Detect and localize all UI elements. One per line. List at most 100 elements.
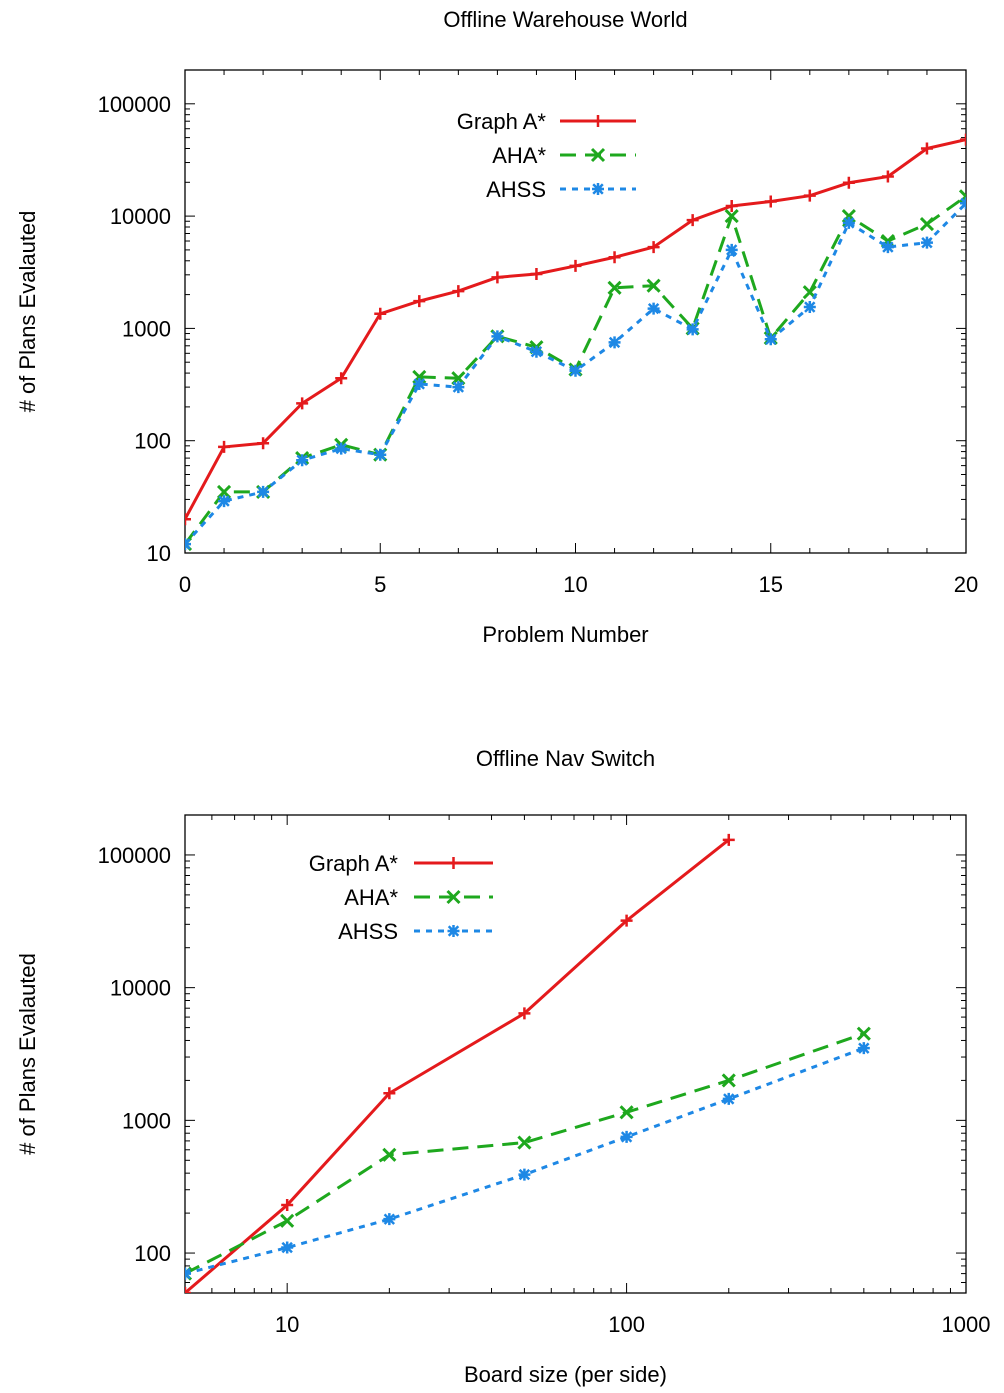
legend-entry: Graph A* [309, 851, 493, 876]
plot-frame [184, 69, 967, 554]
data-point [383, 1213, 396, 1226]
data-point [881, 170, 894, 183]
legend-label: Graph A* [309, 851, 399, 876]
data-point [724, 209, 739, 224]
y-tick-label: 1000 [122, 316, 171, 341]
data-point [374, 307, 387, 320]
data-point [686, 214, 699, 227]
data-point [257, 437, 270, 450]
y-axis-label: # of Plans Evalauted [15, 953, 40, 1155]
series-aha [185, 1026, 871, 1281]
data-point [374, 448, 387, 461]
data-point [280, 1213, 295, 1228]
legend-entry: AHSS [338, 919, 493, 944]
x-tick-label: 10 [563, 572, 587, 597]
series-line [185, 1046, 865, 1276]
data-point [257, 485, 270, 498]
chart-title: Offline Nav Switch [476, 746, 655, 771]
data-point [920, 236, 933, 249]
y-tick-label: 100000 [98, 843, 171, 868]
y-tick-label: 10000 [110, 976, 171, 1001]
legend: Graph A* AHA* AHSS [457, 109, 636, 202]
data-point [857, 1042, 870, 1055]
data-point [530, 268, 543, 281]
legend-entry: AHA* [492, 143, 636, 168]
data-point [647, 302, 660, 315]
data-point [218, 440, 231, 453]
data-point [647, 241, 660, 254]
data-point [413, 377, 426, 390]
data-point [530, 345, 543, 358]
data-point [517, 1135, 532, 1150]
data-point [960, 133, 966, 146]
data-point [296, 454, 309, 467]
data-point [335, 442, 348, 455]
y-axis-label: # of Plans Evalauted [15, 211, 40, 413]
data-point [856, 1026, 871, 1041]
data-point [960, 197, 966, 210]
x-tick-label: 100 [608, 1312, 645, 1337]
data-point [335, 372, 348, 385]
data-point [452, 381, 465, 394]
data-point [383, 1087, 396, 1100]
data-point [620, 1130, 633, 1143]
data-point [296, 397, 309, 410]
data-point [185, 1267, 191, 1280]
y-tick-label: 100000 [98, 92, 171, 117]
data-point [281, 1241, 294, 1254]
data-point [518, 1168, 531, 1181]
legend-entry: AHSS [486, 177, 636, 202]
data-point [725, 243, 738, 256]
data-point [607, 280, 622, 295]
x-tick-label: 10 [275, 1312, 299, 1337]
series-ahss [185, 197, 966, 551]
data-point [608, 336, 621, 349]
data-point [185, 513, 191, 526]
series-line [185, 1032, 865, 1275]
series-line [185, 202, 966, 546]
y-tick-label: 10000 [110, 204, 171, 229]
plot-frame [184, 814, 967, 1294]
ticks [184, 69, 967, 554]
series-ahss [185, 1042, 870, 1280]
chart-panel-1: Offline Warehouse World 0 5 10 15 20 10 100 1000… [15, 7, 978, 647]
y-tick-label: 100 [134, 1241, 171, 1266]
x-tick-label: 20 [954, 572, 978, 597]
data-point [218, 495, 231, 508]
data-point [721, 1073, 736, 1088]
data-point [452, 285, 465, 298]
data-point [842, 216, 855, 229]
data-point [722, 1092, 735, 1105]
y-tick-label: 10 [147, 541, 171, 566]
ticks [184, 814, 967, 1294]
x-axis-label: Board size (per side) [464, 1362, 667, 1387]
data-point [686, 323, 699, 336]
data-point [620, 914, 633, 927]
data-point [842, 176, 855, 189]
series-graph-a [185, 133, 966, 526]
data-point [722, 833, 735, 846]
x-tick-label: 1000 [942, 1312, 991, 1337]
data-point [491, 330, 504, 343]
data-point [764, 333, 777, 346]
legend-entry: AHA* [344, 885, 493, 910]
y-tick-label: 100 [134, 429, 171, 454]
legend: Graph A* AHA* AHSS [309, 851, 493, 944]
legend-label: AHA* [492, 143, 546, 168]
data-point [518, 1007, 531, 1020]
x-axis-label: Problem Number [482, 622, 648, 647]
data-point [919, 216, 935, 232]
data-point [803, 301, 816, 314]
series-graph-a [185, 833, 735, 1293]
data-point [725, 200, 738, 213]
y-tick-label: 1000 [122, 1108, 171, 1133]
legend-entry: Graph A* [457, 109, 636, 134]
chart-title: Offline Warehouse World [443, 7, 687, 32]
data-point [569, 364, 582, 377]
legend-label: AHSS [486, 177, 546, 202]
data-point [281, 1199, 294, 1212]
data-point [646, 278, 661, 293]
data-point [382, 1147, 397, 1162]
legend-label: AHA* [344, 885, 398, 910]
